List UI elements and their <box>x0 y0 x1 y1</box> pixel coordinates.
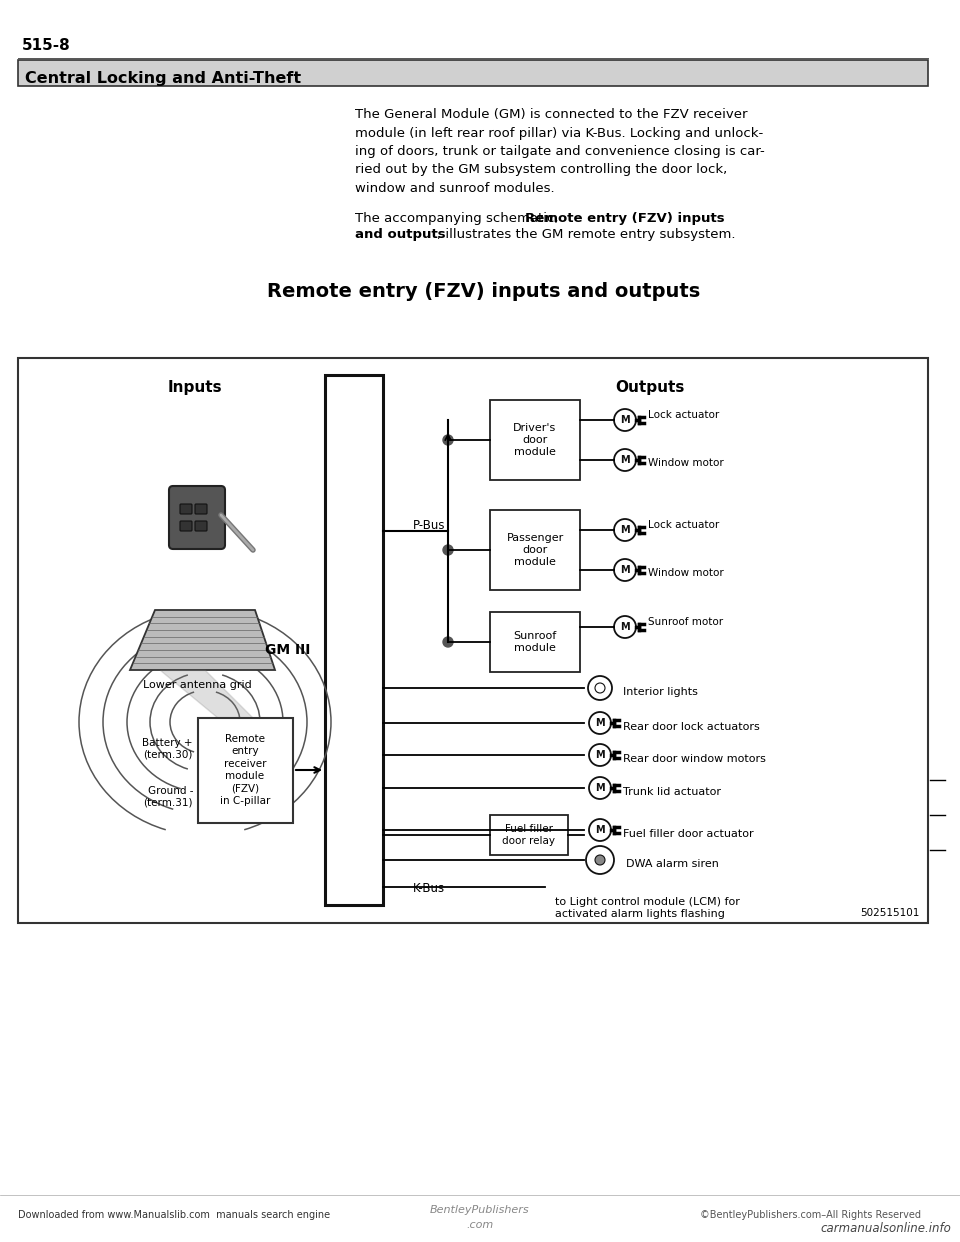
Text: Outputs: Outputs <box>615 380 684 395</box>
FancyBboxPatch shape <box>169 486 225 549</box>
FancyBboxPatch shape <box>195 520 207 532</box>
FancyBboxPatch shape <box>180 520 192 532</box>
Text: Window motor: Window motor <box>648 568 724 578</box>
FancyBboxPatch shape <box>195 504 207 514</box>
Text: K-Bus: K-Bus <box>413 882 445 895</box>
FancyBboxPatch shape <box>490 612 580 672</box>
Text: Lock actuator: Lock actuator <box>648 410 719 420</box>
Text: The General Module (GM) is connected to the FZV receiver
module (in left rear ro: The General Module (GM) is connected to … <box>355 108 765 195</box>
Text: .com: .com <box>467 1220 493 1230</box>
Text: Window motor: Window motor <box>648 458 724 468</box>
Text: Inputs: Inputs <box>168 380 223 395</box>
Text: Driver's
door
module: Driver's door module <box>514 424 557 457</box>
Text: M: M <box>620 525 630 535</box>
Text: M: M <box>595 782 605 792</box>
Text: , illustrates the GM remote entry subsystem.: , illustrates the GM remote entry subsys… <box>437 229 735 241</box>
Circle shape <box>595 854 605 864</box>
Text: M: M <box>595 750 605 760</box>
Text: Downloaded from www.Manualslib.com  manuals search engine: Downloaded from www.Manualslib.com manua… <box>18 1210 330 1220</box>
Text: Battery +
(term.30): Battery + (term.30) <box>142 738 193 760</box>
Polygon shape <box>130 610 275 669</box>
Text: Remote
entry
receiver
module
(FZV)
in C-pillar: Remote entry receiver module (FZV) in C-… <box>220 734 270 806</box>
Text: GM III: GM III <box>265 643 310 657</box>
FancyBboxPatch shape <box>18 60 928 86</box>
Text: M: M <box>620 415 630 425</box>
Text: DWA alarm siren: DWA alarm siren <box>626 859 719 869</box>
Circle shape <box>443 637 453 647</box>
Text: Lock actuator: Lock actuator <box>648 520 719 530</box>
Text: The accompanying schematic,: The accompanying schematic, <box>355 212 563 225</box>
FancyBboxPatch shape <box>490 510 580 590</box>
Text: Central Locking and Anti-Theft: Central Locking and Anti-Theft <box>25 71 301 86</box>
Text: M: M <box>620 455 630 465</box>
Text: carmanualsonline.info: carmanualsonline.info <box>820 1221 950 1235</box>
FancyBboxPatch shape <box>325 375 383 905</box>
Text: M: M <box>595 825 605 835</box>
Circle shape <box>443 545 453 555</box>
Text: Fuel filler
door relay: Fuel filler door relay <box>502 825 556 846</box>
Text: BentleyPublishers: BentleyPublishers <box>430 1205 530 1215</box>
Text: Ground -
(term.31): Ground - (term.31) <box>143 786 193 807</box>
Text: Rear door lock actuators: Rear door lock actuators <box>623 722 759 732</box>
Text: Interior lights: Interior lights <box>623 687 698 697</box>
FancyBboxPatch shape <box>180 504 192 514</box>
Circle shape <box>443 435 453 445</box>
Text: Passenger
door
module: Passenger door module <box>506 533 564 566</box>
FancyBboxPatch shape <box>198 718 293 823</box>
Text: 515-8: 515-8 <box>22 39 71 53</box>
Text: Remote entry (FZV) inputs: Remote entry (FZV) inputs <box>525 212 725 225</box>
FancyBboxPatch shape <box>18 358 928 923</box>
Text: Remote entry (FZV) inputs and outputs: Remote entry (FZV) inputs and outputs <box>268 282 701 301</box>
Text: 502515101: 502515101 <box>860 908 920 918</box>
Text: Rear door window motors: Rear door window motors <box>623 754 766 764</box>
Text: M: M <box>620 622 630 632</box>
Text: P-Bus: P-Bus <box>413 519 445 532</box>
Text: Trunk lid actuator: Trunk lid actuator <box>623 787 721 797</box>
FancyBboxPatch shape <box>490 400 580 479</box>
Text: Fuel filler door actuator: Fuel filler door actuator <box>623 828 754 840</box>
Text: M: M <box>595 718 605 728</box>
Text: M: M <box>620 565 630 575</box>
FancyBboxPatch shape <box>490 815 568 854</box>
Text: Sunroof motor: Sunroof motor <box>648 617 723 627</box>
Text: ©BentleyPublishers.com–All Rights Reserved: ©BentleyPublishers.com–All Rights Reserv… <box>700 1210 921 1220</box>
Text: Lower antenna grid: Lower antenna grid <box>143 681 252 691</box>
Text: Sunroof
module: Sunroof module <box>514 631 557 653</box>
Text: to Light control module (LCM) for
activated alarm lights flashing: to Light control module (LCM) for activa… <box>555 897 740 919</box>
Text: and outputs: and outputs <box>355 229 445 241</box>
